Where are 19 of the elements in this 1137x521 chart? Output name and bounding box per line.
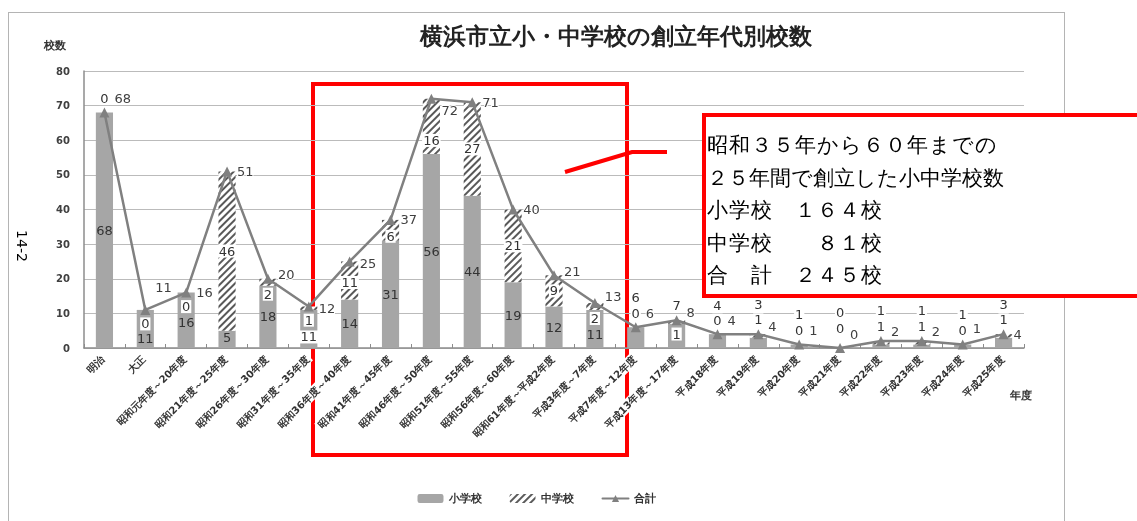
legend-label: 中学校 [540,492,575,505]
x-tick-label: 明治 [84,352,108,376]
y-tick-label: 10 [56,307,71,319]
y-tick-label: 30 [56,238,71,250]
y-tick-label: 20 [56,273,71,285]
y-tick-label: 40 [56,204,71,215]
y-tick-label: 60 [56,134,71,146]
data-label: 4 [1013,326,1022,342]
y-tick-label: 80 [56,65,71,77]
x-axis-title: 年度 [1009,389,1032,402]
legend-label: 合計 [632,492,656,505]
y-axis-title: 校数 [43,39,67,52]
y-tick-label: 0 [63,342,71,354]
legend-label: 小学校 [447,492,483,505]
y-tick-label: 70 [56,100,71,112]
chart-title: 横浜市立小・中学校の創立年代別校数 [419,22,813,49]
text: 14-2 [13,230,30,262]
y-tick-label: 50 [56,169,71,181]
x-tick-label: 大正 [125,353,148,377]
